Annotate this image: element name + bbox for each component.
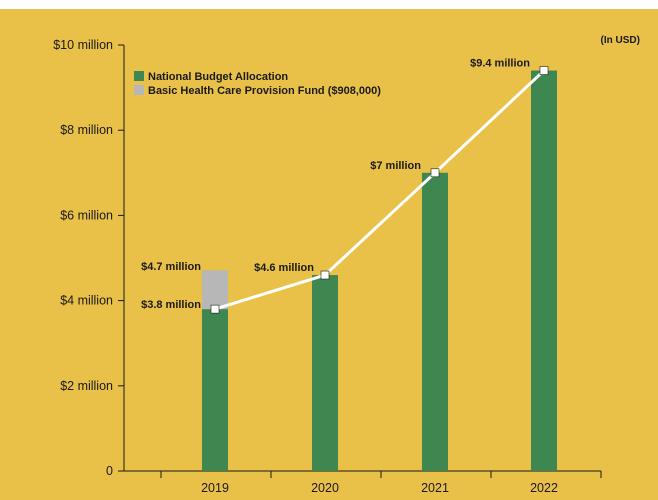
data-label: $4.6 million <box>254 262 314 274</box>
bar-national-budget <box>202 309 228 471</box>
budget-chart: (In USD) National Budget Allocation Basi… <box>53 35 640 495</box>
data-label: $3.8 million <box>141 299 201 311</box>
data-label: $9.4 million <box>470 58 530 70</box>
x-tick-label: 2019 <box>201 481 229 495</box>
trend-marker <box>210 304 220 314</box>
trend-marker <box>539 66 549 75</box>
y-tick-label: $8 million <box>60 123 113 137</box>
chart-background: (In USD) National Budget Allocation Basi… <box>0 9 658 500</box>
data-label: $7 million <box>370 160 421 172</box>
bar-national-budget <box>531 70 557 471</box>
bar-national-budget <box>422 172 448 472</box>
y-tick-label: $10 million <box>53 38 113 52</box>
y-tick-label: $2 million <box>60 379 113 393</box>
x-tick-label: 2022 <box>530 481 558 495</box>
y-axis: 0 $2 million $4 million $6 million $8 millio… <box>53 38 125 478</box>
x-tick-label: 2021 <box>421 481 449 495</box>
y-tick-label: 0 <box>106 464 113 478</box>
bar-national-budget <box>312 275 338 471</box>
x-tick-label: 2020 <box>311 481 339 495</box>
bar-health-fund <box>202 270 228 310</box>
data-labels: $4.7 million $3.8 million $4.6 million $7 m… <box>141 58 530 312</box>
legend-swatch-national-budget <box>134 71 144 81</box>
data-label: $4.7 million <box>141 261 201 273</box>
trend-line-group <box>210 66 549 314</box>
y-tick-label: $6 million <box>60 208 113 222</box>
legend-label-national-budget: National Budget Allocation <box>148 71 288 83</box>
legend-swatch-health-fund <box>134 85 144 95</box>
x-axis: 2019 2020 2021 2022 <box>124 470 602 495</box>
trend-marker <box>320 270 330 280</box>
legend-label-health-fund: Basic Health Care Provision Fund ($908,0… <box>148 85 381 97</box>
legend: National Budget Allocation Basic Health … <box>134 71 381 97</box>
y-tick-label: $4 million <box>60 294 113 308</box>
trend-line <box>214 69 546 311</box>
unit-note: (In USD) <box>601 35 640 46</box>
trend-marker <box>430 168 440 178</box>
bars <box>202 70 557 472</box>
